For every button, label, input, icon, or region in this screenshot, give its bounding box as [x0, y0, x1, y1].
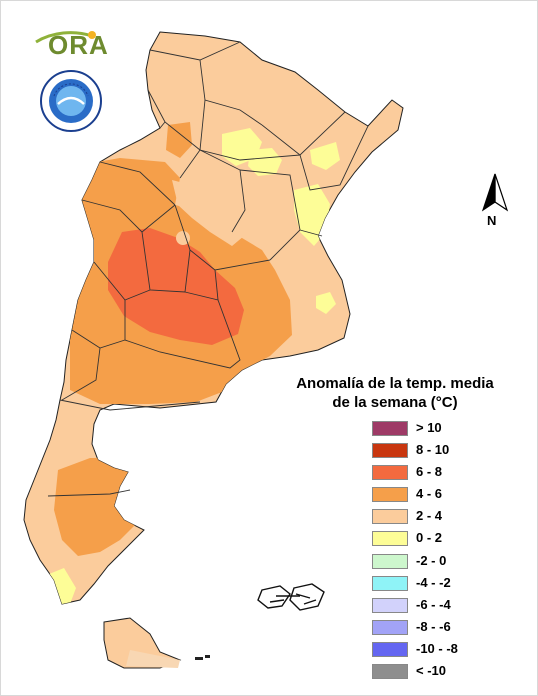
legend-swatch	[372, 465, 408, 481]
boundary-santa-cruz	[47, 489, 131, 497]
legend-label: -2 - 0	[416, 552, 447, 568]
anomaly-zones	[44, 122, 340, 604]
legend-swatch	[372, 575, 408, 591]
legend-swatch	[372, 664, 408, 680]
legend-label: -10 - -8	[416, 640, 458, 656]
boundary-san-juan	[81, 199, 176, 233]
zone-6-8-core	[108, 228, 244, 345]
boundary-rio-negro	[61, 347, 101, 401]
boundary-san-luis	[141, 231, 191, 293]
legend-label: 8 - 10	[416, 442, 450, 458]
legend-label: -6 - -4	[416, 596, 451, 612]
province-boundaries	[47, 41, 369, 497]
legend-label: 2 - 4	[416, 508, 443, 524]
zone-4-6-catamarca	[166, 122, 192, 158]
zone-2-4-cordoba	[172, 180, 244, 246]
legend-swatch	[372, 531, 408, 547]
boundary-cordoba	[174, 204, 271, 271]
legend-swatch	[372, 553, 408, 569]
boundary-stgo-estero	[199, 149, 246, 233]
malvinas-islands	[257, 583, 325, 611]
legend-swatch	[372, 597, 408, 613]
tierra-del-fuego-strip	[126, 650, 180, 668]
zone-4-6-patagonia	[54, 458, 166, 556]
ora-logo: ORA	[34, 26, 108, 62]
legend-label: 6 - 8	[416, 464, 443, 480]
legend-label: -8 - -6	[416, 618, 451, 634]
zone-0-2-formosa	[248, 148, 282, 176]
legend-swatch	[372, 619, 408, 635]
legend-swatch	[372, 421, 408, 436]
zone-0-2-buenos-aires	[316, 292, 336, 314]
boundary-chaco	[199, 99, 301, 161]
legend-swatch	[372, 641, 408, 657]
boundary-santa-fe	[239, 169, 301, 261]
smn-logo	[40, 70, 102, 132]
boundary-entre-rios	[299, 229, 323, 237]
legend-label: 0 - 2	[416, 530, 443, 546]
north-arrow-icon	[480, 172, 510, 230]
legend-label: < -10	[416, 663, 446, 679]
ora-logo-text: ORA	[48, 30, 109, 60]
legend-label: > 10	[416, 420, 442, 435]
boundary-la-rioja	[99, 161, 176, 206]
boundary-salta-east	[199, 59, 263, 126]
legend-swatch	[372, 487, 408, 503]
boundary-chubut	[59, 399, 201, 411]
legend-swatch	[372, 509, 408, 525]
legend-label: 4 - 6	[416, 486, 443, 502]
legend-title-line2: de la semana (°C)	[332, 394, 458, 411]
boundary-buenos-aires	[214, 269, 219, 301]
legend-swatch	[372, 443, 408, 459]
legend-title-line1: Anomalía de la temp. media	[296, 375, 494, 392]
boundary-misiones-corrientes	[299, 125, 369, 191]
legend: Anomalía de la temp. media de la semana …	[292, 374, 498, 680]
legend-label: -4 - -2	[416, 574, 451, 590]
north-arrow-label: N	[487, 213, 497, 228]
zone-2-4-spot	[176, 231, 190, 245]
small-islands	[195, 655, 210, 660]
zone-0-2-misiones	[310, 142, 340, 170]
